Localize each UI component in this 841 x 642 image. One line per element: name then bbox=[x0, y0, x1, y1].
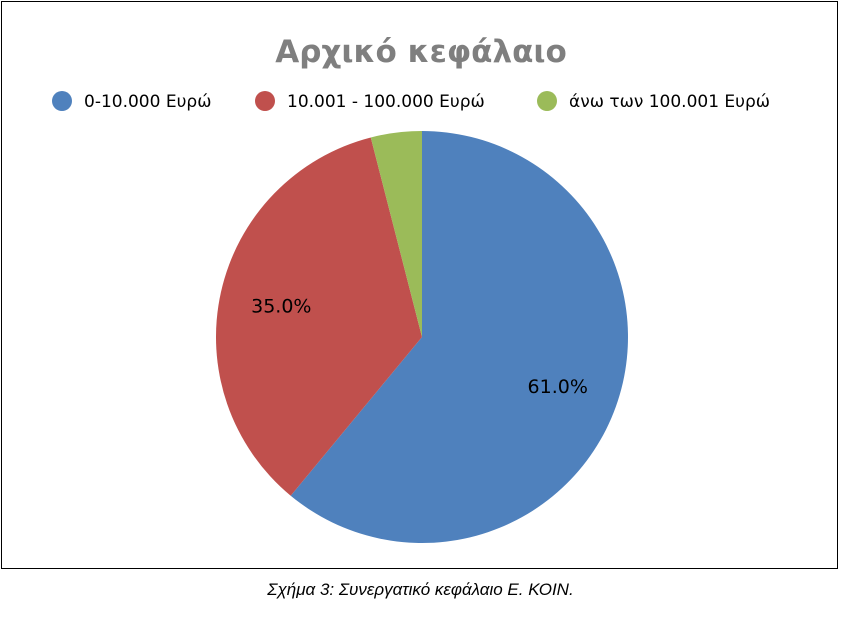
chart-frame: Αρχικό κεφάλαιο 0-10.000 Ευρώ 10.001 - 10… bbox=[1, 1, 838, 569]
pie-chart: Αρχικό κεφάλαιο 0-10.000 Ευρώ 10.001 - 10… bbox=[52, 34, 770, 543]
data-label-1: 61.0% bbox=[528, 376, 588, 398]
pie-slices bbox=[215, 131, 628, 543]
chart-title: Αρχικό κεφάλαιο bbox=[275, 34, 567, 70]
legend-label-1: 0-10.000 Ευρώ bbox=[84, 92, 211, 112]
figure-caption: Σχήμα 3: Συνεργατικό κεφάλαιο Ε. ΚΟΙΝ. bbox=[267, 580, 574, 599]
legend-label-3: άνω των 100.001 Ευρώ bbox=[569, 92, 770, 112]
legend-label-2: 10.001 - 100.000 Ευρώ bbox=[287, 92, 485, 112]
pie-slice-1 bbox=[290, 131, 628, 543]
legend-marker-1 bbox=[52, 91, 72, 111]
legend-marker-2 bbox=[255, 91, 275, 111]
chart-legend: 0-10.000 Ευρώ 10.001 - 100.000 Ευρώ άνω τω… bbox=[52, 91, 770, 112]
data-label-2: 35.0% bbox=[251, 296, 311, 318]
legend-marker-3 bbox=[537, 91, 557, 111]
pie-slice-3 bbox=[370, 131, 422, 337]
pie-slice-2 bbox=[215, 137, 422, 496]
pie-data-labels: 61.0% 35.0% bbox=[251, 296, 588, 398]
